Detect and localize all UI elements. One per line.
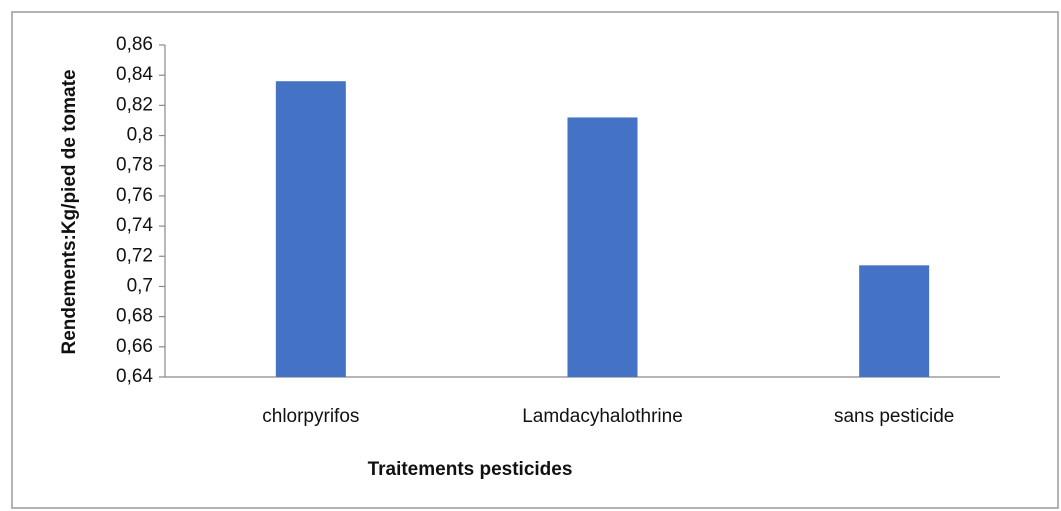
y-tick-label: 0,72 bbox=[116, 245, 153, 266]
bar bbox=[275, 81, 346, 377]
y-tick-label: 0,74 bbox=[116, 215, 153, 236]
bar bbox=[567, 117, 638, 377]
y-tick-label: 0,68 bbox=[116, 306, 153, 327]
y-tick-label: 0,64 bbox=[116, 366, 153, 387]
x-axis-title: Traitements pesticides bbox=[368, 459, 573, 480]
y-tick-label: 0,84 bbox=[116, 64, 153, 85]
bar bbox=[859, 265, 930, 377]
y-axis-title: Rendements:Kg/pied de tomate bbox=[59, 69, 80, 354]
y-tick-label: 0,76 bbox=[116, 185, 153, 206]
x-tick-label: Lamdacyhalothrine bbox=[522, 406, 683, 427]
y-tick-label: 0,7 bbox=[127, 275, 153, 296]
y-tick-label: 0,66 bbox=[116, 336, 153, 357]
y-tick-label: 0,8 bbox=[127, 125, 153, 146]
x-tick-label: sans pesticide bbox=[834, 406, 954, 427]
y-tick-label: 0,82 bbox=[116, 94, 153, 115]
y-tick-label: 0,86 bbox=[116, 34, 153, 55]
chart-border bbox=[11, 11, 1059, 509]
x-tick-label: chlorpyrifos bbox=[262, 406, 359, 427]
y-tick-label: 0,78 bbox=[116, 155, 153, 176]
